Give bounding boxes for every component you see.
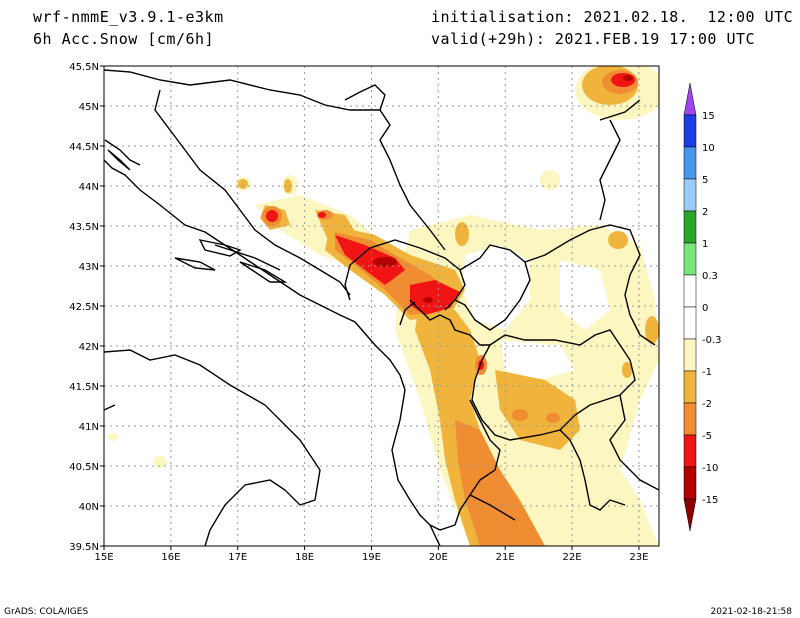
model-title: wrf-nmmE_v3.9.1-e3km (33, 8, 224, 26)
lat-label: 45N (79, 102, 99, 113)
lat-label: 40N (79, 502, 99, 513)
legend-swatch (683, 114, 697, 148)
init-time: initialisation: 2021.02.18. 12:00 UTC (431, 8, 794, 26)
lat-label: 44.5N (69, 142, 99, 153)
field-title: 6h Acc.Snow [cm/6h] (33, 30, 215, 48)
lon-label: 16E (161, 552, 180, 563)
legend-label: -0.3 (702, 335, 722, 346)
lon-label: 17E (228, 552, 247, 563)
lat-label: 42N (79, 342, 99, 353)
lat-labels: 45.5N 45N 44.5N 44N 43.5N 43N 42.5N 42N 41.5N 41N… (69, 62, 104, 553)
lat-label: 42.5N (69, 302, 99, 313)
legend-label: 5 (702, 175, 708, 186)
valid-time: valid(+29h): 2021.FEB.19 17:00 UTC (431, 30, 756, 48)
legend-label: 0 (702, 303, 708, 314)
legend-label: -1 (702, 367, 712, 378)
legend-swatch (683, 210, 697, 244)
lon-label: 15E (94, 552, 113, 563)
legend-label: -2 (702, 399, 712, 410)
shade-darkred (373, 75, 633, 303)
lat-label: 39.5N (69, 542, 99, 553)
legend-label: -5 (702, 431, 712, 442)
legend-swatch (683, 434, 697, 468)
lat-label: 43N (79, 262, 99, 273)
lat-label: 44N (79, 182, 99, 193)
legend-swatch (683, 242, 697, 276)
legend-label: 2 (702, 207, 708, 218)
lon-labels: 15E 16E 17E 18E 19E 20E 21E 22E 23E (94, 546, 648, 563)
legend-swatch (683, 306, 697, 340)
lat-label: 45.5N (69, 62, 99, 73)
lat-label: 40.5N (69, 462, 99, 473)
legend-label: -10 (702, 463, 718, 474)
lon-label: 18E (295, 552, 314, 563)
legend-swatch (683, 338, 697, 372)
lon-label: 19E (362, 552, 381, 563)
legend-swatch (683, 178, 697, 212)
legend-label: 15 (702, 111, 715, 122)
footer-left: GrADS: COLA/IGES (4, 607, 89, 617)
legend-swatch (683, 402, 697, 436)
legend-label: 1 (702, 239, 708, 250)
colorbar-legend: 15 10 5 2 1 0.3 0 -0.3 -1 -2 -5 -10 -15 (683, 82, 722, 532)
legend-swatch (683, 274, 697, 308)
legend-top-arrow (683, 82, 697, 116)
footer-right: 2021-02-18-21:58 (710, 607, 793, 617)
coastlines-borders (104, 69, 659, 546)
legend-bottom-arrow (683, 498, 697, 532)
lon-label: 22E (563, 552, 582, 563)
lon-label: 20E (429, 552, 448, 563)
lon-label: 23E (629, 552, 648, 563)
lat-label: 41.5N (69, 382, 99, 393)
snow-shading (108, 66, 659, 546)
lat-label: 43.5N (69, 222, 99, 233)
legend-label: 0.3 (702, 271, 718, 282)
legend-swatch (683, 146, 697, 180)
legend-swatch (683, 466, 697, 500)
lon-label: 21E (496, 552, 515, 563)
legend-swatch (683, 370, 697, 404)
legend-label: 10 (702, 143, 715, 154)
lat-label: 41N (79, 422, 99, 433)
legend-label: -15 (702, 495, 718, 506)
